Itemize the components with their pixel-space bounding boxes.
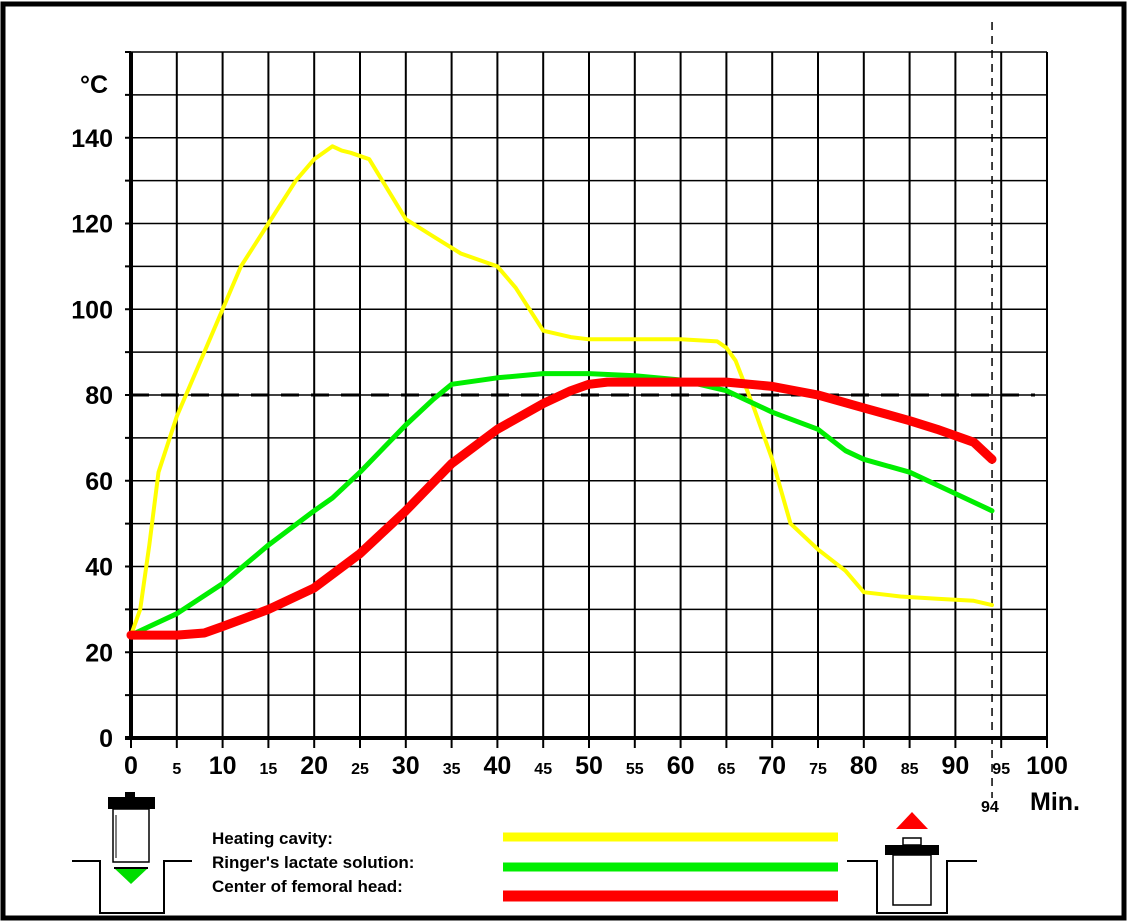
y-tick-label: 140 [71,125,113,153]
y-axis-label: °C [80,71,108,99]
x-tick-label-minor: 55 [626,761,644,778]
x-tick-label-major: 80 [850,752,878,780]
red-arrow-up [896,812,928,829]
series-line-1 [128,371,995,638]
y-tick-label: 80 [85,382,113,410]
series-line-2 [126,377,997,640]
x-tick-label-major: 40 [483,752,511,780]
y-tick-label: 0 [99,725,113,753]
y-tick-label: 40 [85,554,113,582]
x-tick-label-major: 10 [209,752,237,780]
legend-label-heating-cavity: Heating cavity: [212,829,333,848]
x-tick-label-minor: 45 [534,761,552,778]
legend-label-ringers-lactate: Ringer's lactate solution: [212,853,414,872]
x-tick-label-minor: 85 [901,761,919,778]
green-arrow-down [114,868,148,884]
x-tick-label-major: 100 [1026,752,1068,780]
tick-labels: 0 20 40 60 80 100 120 140 0 10 20 30 40 50 60 70 80 90 100… [71,125,1068,780]
y-tick-label: 120 [71,211,113,239]
x-tick-label-minor: 75 [809,761,827,778]
legend: Heating cavity: Ringer's lactate solutio… [212,829,838,902]
x-tick-label-major: 90 [941,752,969,780]
y-tick-label: 20 [85,639,113,667]
x-tick-label-major: 70 [758,752,786,780]
series-line-0 [129,144,994,638]
legend-label-femoral-head: Center of femoral head: [212,877,403,896]
x-tick-label-minor: 25 [351,761,369,778]
end-marker-label: 94 [981,799,999,816]
y-tick-label: 100 [71,296,113,324]
x-axis-label: Min. [1030,788,1080,816]
container-with-lid-lifting-icon [847,812,977,914]
x-tick-label-major: 0 [124,752,138,780]
x-tick-label-major: 20 [300,752,328,780]
x-tick-label-major: 30 [392,752,420,780]
syringe-into-container-icon [72,792,192,914]
x-tick-label-minor: 95 [992,761,1010,778]
x-tick-label-major: 60 [667,752,695,780]
y-tick-label: 60 [85,468,113,496]
x-tick-label-minor: 5 [172,761,181,778]
x-tick-label-minor: 15 [260,761,278,778]
series-layer [126,144,997,640]
x-tick-label-minor: 35 [443,761,461,778]
x-tick-label-minor: 65 [718,761,736,778]
x-tick-label-major: 50 [575,752,603,780]
